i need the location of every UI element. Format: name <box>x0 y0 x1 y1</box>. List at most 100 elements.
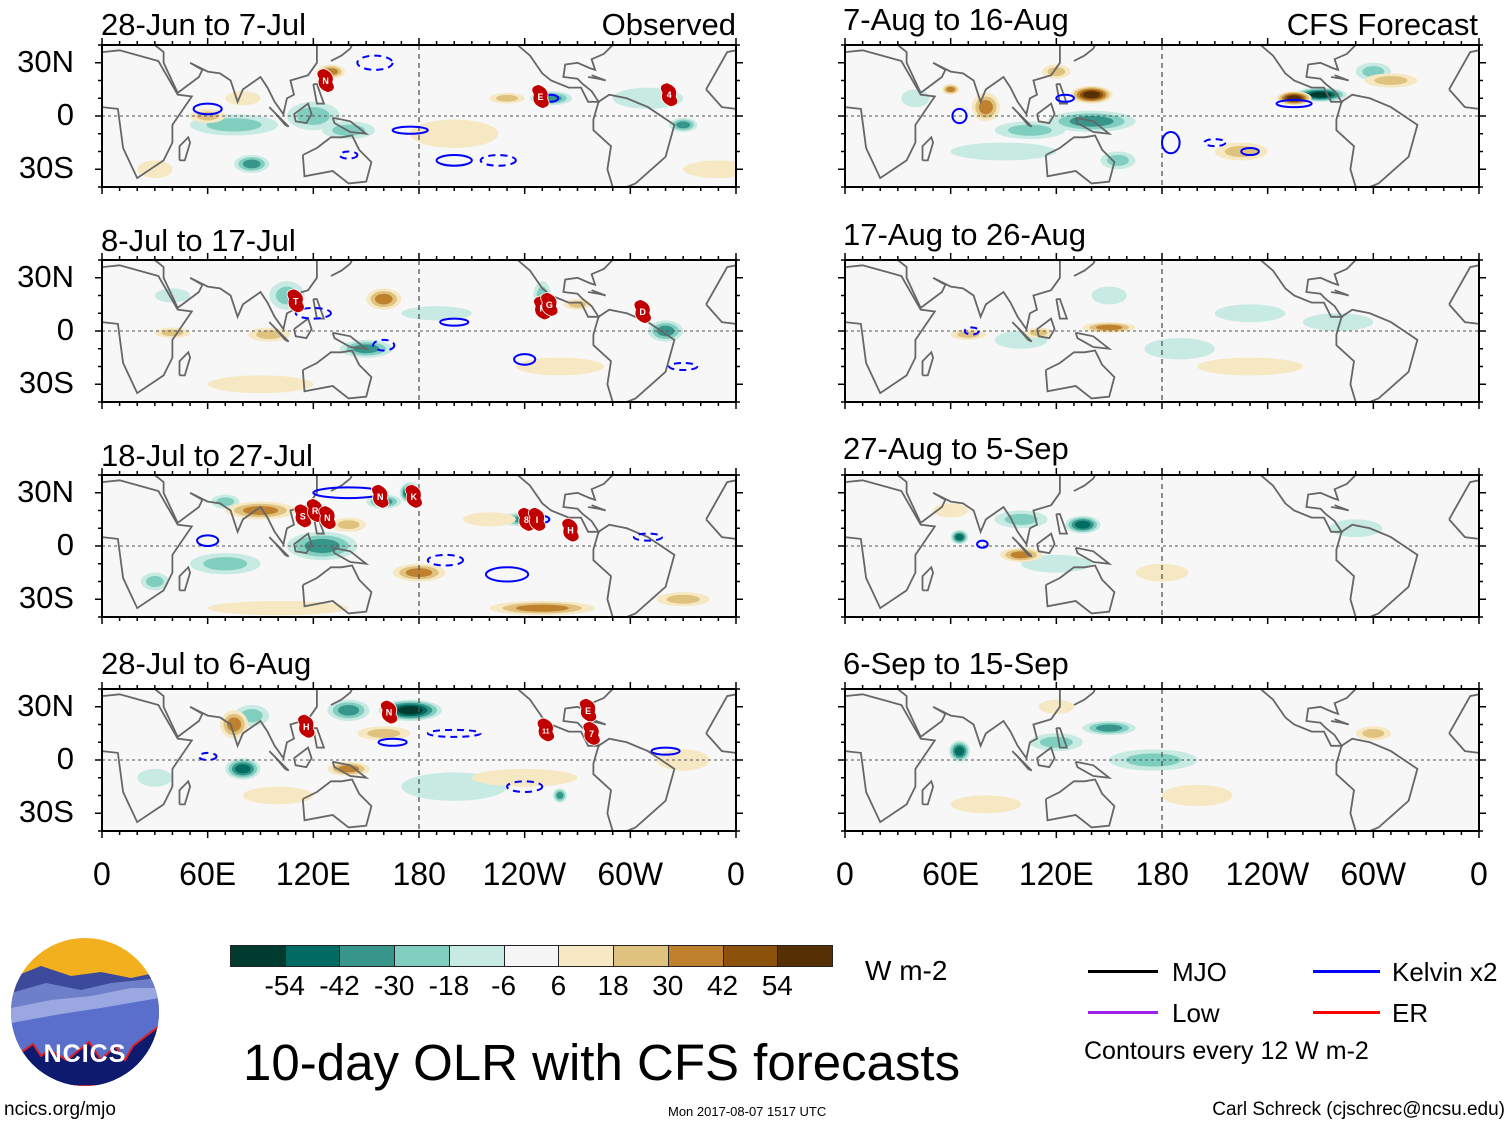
storm-label: N <box>377 492 384 502</box>
negative-olr-anomaly <box>1029 733 1083 752</box>
coastline <box>1074 546 1113 566</box>
positive-olr-anomaly <box>357 726 411 741</box>
coastline <box>268 536 290 558</box>
coastline <box>921 565 935 592</box>
cyclone-center <box>539 723 552 736</box>
coastline <box>592 308 676 402</box>
anomaly-contour-fill <box>397 706 423 715</box>
coastline <box>1055 298 1069 320</box>
coastline <box>1044 778 1116 829</box>
anomaly-contour-fill <box>337 704 360 716</box>
positive-olr-anomaly <box>489 92 525 104</box>
legend-er-label: ER <box>1392 998 1429 1028</box>
legend-low-line <box>1088 1011 1158 1014</box>
timestamp: Mon 2017-08-07 1517 UTC <box>668 1104 827 1119</box>
negative-olr-anomaly <box>211 494 240 509</box>
tropical-cyclone-icon: S <box>293 503 312 529</box>
negative-olr-anomaly <box>137 768 173 787</box>
storm-label: 8 <box>524 515 529 525</box>
coastline <box>178 350 192 377</box>
anomaly-contour-fill <box>978 100 993 115</box>
website-link[interactable]: ncics.org/mjo <box>4 1099 116 1120</box>
figure-title: 10-day OLR with CFS forecasts <box>243 1034 961 1091</box>
anomaly-contour-fill <box>656 325 675 337</box>
storm-label: N <box>386 708 393 718</box>
cyclone-center <box>407 490 420 503</box>
lat-tick-label: 30N <box>17 258 74 294</box>
positive-olr-anomaly <box>1364 73 1418 88</box>
anomaly-contour-fill <box>656 749 710 771</box>
observed-label: Observed <box>601 7 736 42</box>
negative-olr-anomaly <box>234 155 270 173</box>
coastline <box>1036 317 1056 340</box>
coastline <box>845 689 1074 761</box>
coastline <box>507 45 617 103</box>
tropical-cyclone-icon: N <box>316 68 335 93</box>
anomaly-contour-fill <box>471 768 578 787</box>
coastline <box>845 479 937 610</box>
negative-olr-anomaly <box>552 788 567 803</box>
anomaly-contour-fill <box>676 121 691 129</box>
coastline <box>1036 746 1056 769</box>
storm-label: G <box>546 300 553 310</box>
lat-tick-label: 0 <box>56 741 74 776</box>
colorbar-tick-label: 54 <box>761 970 793 1001</box>
coastline <box>587 74 607 82</box>
lat-tick-label: 30N <box>17 43 74 79</box>
anomaly-contour-fill <box>1091 286 1127 305</box>
positive-olr-anomaly <box>137 160 173 179</box>
negative-olr-anomaly <box>901 89 930 108</box>
anomaly-contour-fill <box>304 538 340 554</box>
kelvin-contour <box>1055 93 1075 103</box>
coastline <box>268 750 290 772</box>
coastline <box>1055 727 1069 749</box>
positive-olr-anomaly <box>207 601 349 616</box>
negative-olr-anomaly <box>140 572 169 591</box>
lon-tick-label: 0 <box>727 856 745 892</box>
coastline <box>102 45 331 117</box>
negative-olr-anomaly <box>1302 313 1374 331</box>
kelvin-contour <box>650 746 681 756</box>
negative-olr-anomaly <box>225 758 261 780</box>
anomaly-contour-fill <box>405 568 433 578</box>
cfs-forecast-label: CFS Forecast <box>1286 7 1478 42</box>
tropical-cyclone-icon: G <box>540 291 559 317</box>
negative-olr-anomaly <box>190 553 261 575</box>
cyclone-center <box>636 305 649 318</box>
negative-olr-anomaly <box>950 530 969 545</box>
tropical-cyclone-icon: E <box>531 84 550 109</box>
colorbar-swatch <box>613 945 669 967</box>
colorbar-swatch <box>394 945 450 967</box>
anomaly-contour-fill <box>496 94 519 102</box>
lon-tick-label: 60E <box>922 856 980 892</box>
coastline <box>331 546 370 566</box>
storm-label: 4 <box>667 90 672 100</box>
lon-tick-label: 0 <box>1470 856 1488 892</box>
map-area <box>845 475 1479 617</box>
kelvin-contour <box>1203 138 1227 148</box>
legend-mjo-line <box>1088 970 1158 973</box>
colorbar-tick-label: -30 <box>373 970 415 1001</box>
lon-tick-label: 60W <box>1340 856 1407 892</box>
coastline <box>102 689 331 761</box>
anomaly-contour-fill <box>227 717 242 732</box>
coastline <box>1074 331 1113 351</box>
coastline <box>1330 504 1350 512</box>
kelvin-contour <box>426 728 482 738</box>
colorbar-swatch <box>503 945 560 967</box>
coastline <box>1335 737 1419 831</box>
anomaly-contour-fill <box>137 768 173 787</box>
anomaly-contour-fill <box>1135 563 1189 582</box>
anomaly-contour-fill <box>146 575 164 588</box>
coastline <box>301 134 373 185</box>
lon-tick-label: 60E <box>179 856 237 892</box>
negative-olr-anomaly <box>1065 515 1101 534</box>
negative-olr-anomaly <box>1329 519 1383 538</box>
lon-tick-label: 120W <box>1225 856 1310 892</box>
coastline <box>845 475 1074 547</box>
cyclone-center <box>530 513 543 526</box>
storm-label: 11 <box>542 728 550 735</box>
positive-olr-anomaly <box>563 299 592 310</box>
legend-kelvin-line <box>1313 970 1380 973</box>
